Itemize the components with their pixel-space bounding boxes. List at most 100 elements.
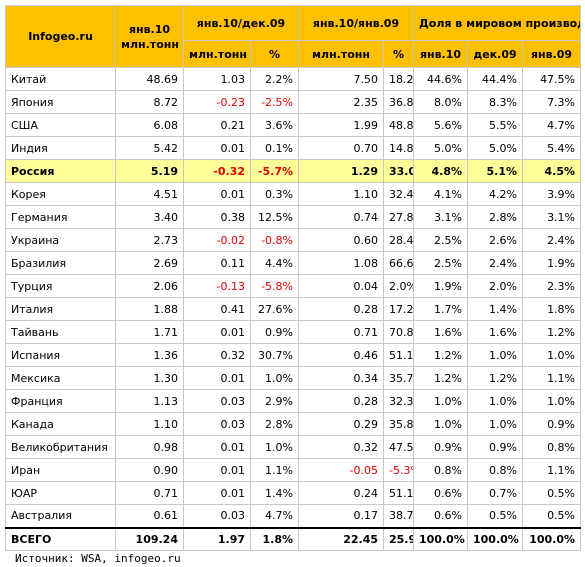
value-cell: 7.50 xyxy=(298,67,384,91)
table-row: ВСЕГО109.241.971.8%22.4525.9%100.0%100.0… xyxy=(5,526,582,551)
value-cell: 1.8% xyxy=(521,297,582,321)
value-cell: 0.01 xyxy=(183,182,251,206)
header-cell: янв.10/дек.09 xyxy=(183,5,299,41)
value-cell: 1.10 xyxy=(115,412,184,436)
country-cell: Индия xyxy=(5,136,116,160)
value-cell: 1.30 xyxy=(115,366,184,390)
value-cell: -0.32 xyxy=(183,159,251,183)
value-cell: 1.08 xyxy=(298,251,384,275)
value-cell: 1.9% xyxy=(413,274,468,298)
table-row: Бразилия2.690.114.4%1.0866.6%2.5%2.4%1.9… xyxy=(5,251,582,275)
value-cell: 22.45 xyxy=(298,526,384,551)
value-cell: 1.0% xyxy=(521,389,582,413)
value-cell: 47.5% xyxy=(521,67,582,91)
value-cell: 32.4% xyxy=(383,182,414,206)
country-cell: Китай xyxy=(5,67,116,91)
value-cell: 70.8% xyxy=(383,320,414,344)
value-cell: -5.3% xyxy=(383,458,414,482)
country-cell: Бразилия xyxy=(5,251,116,275)
header-cell: млн.тонн xyxy=(183,40,251,68)
country-cell: Германия xyxy=(5,205,116,229)
value-cell: 1.1% xyxy=(521,458,582,482)
steel-table: Infogeo.ru янв.10 млн.тонн янв.10/дек.09 … xyxy=(5,5,582,551)
value-cell: 27.8% xyxy=(383,205,414,229)
value-cell: 1.0% xyxy=(250,435,299,459)
value-cell: 5.5% xyxy=(467,113,523,137)
value-cell: 35.8% xyxy=(383,412,414,436)
value-cell: 1.03 xyxy=(183,67,251,91)
value-cell: 0.32 xyxy=(183,343,251,367)
value-cell: -0.8% xyxy=(250,228,299,252)
value-cell: 0.04 xyxy=(298,274,384,298)
value-cell: 1.36 xyxy=(115,343,184,367)
header-text: янв.10 xyxy=(128,22,171,36)
value-cell: 18.2% xyxy=(383,67,414,91)
country-cell: Россия xyxy=(5,159,116,183)
value-cell: 0.38 xyxy=(183,205,251,229)
value-cell: 1.29 xyxy=(298,159,384,183)
value-cell: 5.1% xyxy=(467,159,523,183)
value-cell: 0.71 xyxy=(115,481,184,505)
value-cell: 0.01 xyxy=(183,136,251,160)
value-cell: 4.5% xyxy=(521,159,582,183)
table-row: Германия3.400.3812.5%0.7427.8%3.1%2.8%3.… xyxy=(5,205,582,229)
value-cell: 2.2% xyxy=(250,67,299,91)
country-cell: ЮАР xyxy=(5,481,116,505)
value-cell: 0.9% xyxy=(467,435,523,459)
value-cell: 48.8% xyxy=(383,113,414,137)
value-cell: 0.8% xyxy=(521,435,582,459)
value-cell: 1.4% xyxy=(250,481,299,505)
value-cell: -5.7% xyxy=(250,159,299,183)
value-cell: 4.8% xyxy=(413,159,468,183)
country-cell: Великобритания xyxy=(5,435,116,459)
value-cell: 1.0% xyxy=(521,343,582,367)
value-cell: 1.1% xyxy=(250,458,299,482)
value-cell: 1.2% xyxy=(521,320,582,344)
value-cell: 100.0% xyxy=(521,526,582,551)
value-cell: 25.9% xyxy=(383,526,414,551)
value-cell: 1.2% xyxy=(413,366,468,390)
country-cell: Италия xyxy=(5,297,116,321)
value-cell: 0.46 xyxy=(298,343,384,367)
source-note: Источник: WSA, infogeo.ru xyxy=(15,552,181,565)
value-cell: 5.0% xyxy=(413,136,468,160)
value-cell: 4.2% xyxy=(467,182,523,206)
value-cell: 30.7% xyxy=(250,343,299,367)
value-cell: 0.01 xyxy=(183,320,251,344)
value-cell: 4.7% xyxy=(521,113,582,137)
country-cell: Мексика xyxy=(5,366,116,390)
country-cell: Испания xyxy=(5,343,116,367)
value-cell: 5.0% xyxy=(467,136,523,160)
value-cell: 0.01 xyxy=(183,458,251,482)
value-cell: 47.5% xyxy=(383,435,414,459)
value-cell: 0.1% xyxy=(250,136,299,160)
value-cell: 0.21 xyxy=(183,113,251,137)
value-cell: 0.7% xyxy=(467,481,523,505)
table-row: Австралия0.610.034.7%0.1738.7%0.6%0.5%0.… xyxy=(5,504,582,528)
value-cell: 0.32 xyxy=(298,435,384,459)
value-cell: 0.03 xyxy=(183,389,251,413)
header-cell: янв.10/янв.09 xyxy=(298,5,414,41)
value-cell: 1.6% xyxy=(467,320,523,344)
value-cell: 51.1% xyxy=(383,343,414,367)
country-cell: Япония xyxy=(5,90,116,114)
value-cell: 2.8% xyxy=(250,412,299,436)
value-cell: 1.0% xyxy=(467,343,523,367)
value-cell: 0.90 xyxy=(115,458,184,482)
country-cell: Франция xyxy=(5,389,116,413)
value-cell: 0.71 xyxy=(298,320,384,344)
value-cell: 1.2% xyxy=(467,366,523,390)
country-cell: США xyxy=(5,113,116,137)
value-cell: 4.51 xyxy=(115,182,184,206)
value-cell: 2.06 xyxy=(115,274,184,298)
value-cell: 3.1% xyxy=(521,205,582,229)
value-cell: 3.1% xyxy=(413,205,468,229)
value-cell: -5.8% xyxy=(250,274,299,298)
value-cell: 0.34 xyxy=(298,366,384,390)
value-cell: 1.13 xyxy=(115,389,184,413)
